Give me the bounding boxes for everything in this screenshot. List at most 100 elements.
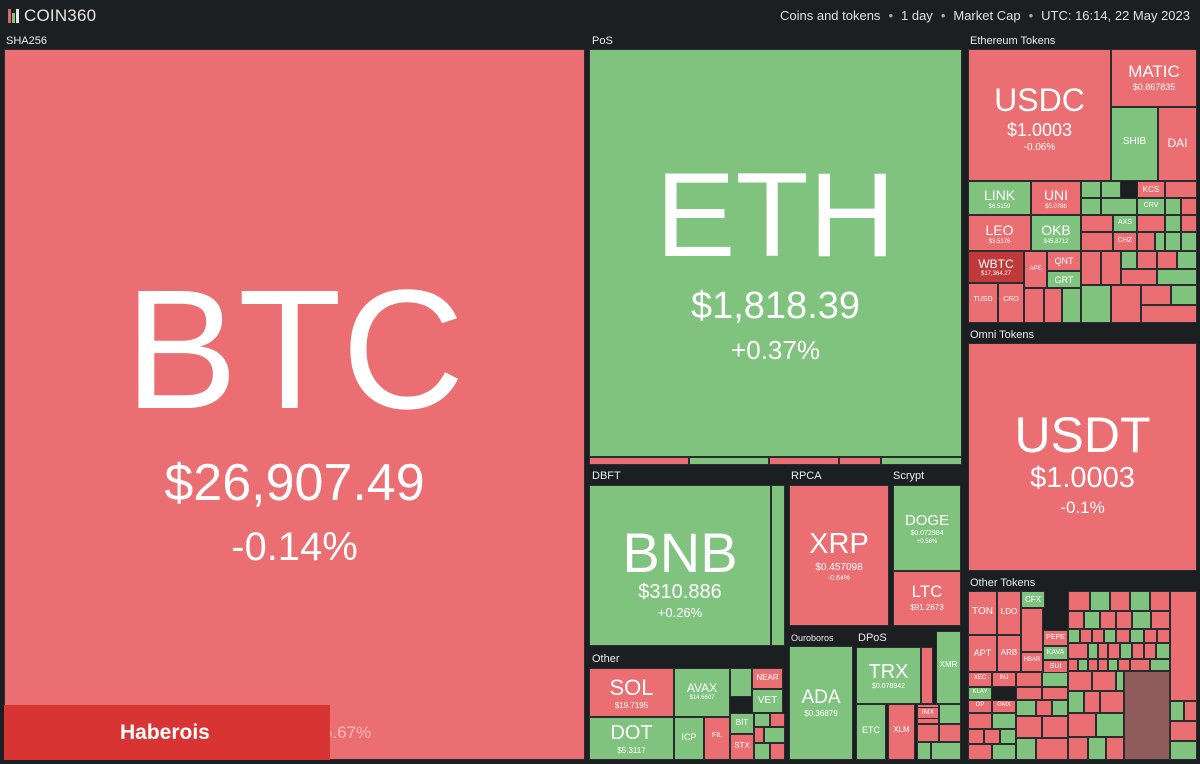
tile-dai[interactable]: DAI <box>1158 107 1197 181</box>
tile-kcs[interactable]: KCS <box>1137 181 1165 198</box>
coin-symbol: HBAR <box>1023 657 1041 663</box>
tile-ltc[interactable]: LTC $91.2673 <box>893 571 961 626</box>
tile-eth[interactable]: ETH $1,818.39 +0.37% <box>589 49 962 457</box>
tile-inj[interactable]: INJ <box>992 672 1016 687</box>
tile-dot[interactable]: DOT $5.3117 <box>589 717 674 760</box>
coin-symbol: STX <box>734 741 750 750</box>
coin-price: $91.2673 <box>910 603 944 612</box>
tile-tusd[interactable]: TUSD <box>968 283 998 323</box>
small-tile[interactable] <box>689 457 769 465</box>
small-tile[interactable] <box>769 457 839 465</box>
tile-ldo[interactable]: LDO <box>997 591 1021 635</box>
small-tile[interactable] <box>839 457 881 465</box>
tile-arb[interactable]: ARB <box>997 635 1021 672</box>
filter-period[interactable]: 1 day <box>901 8 933 23</box>
tile-leo[interactable]: LEO $3.5176 <box>968 215 1031 251</box>
coin-price: $5.0786 <box>1045 204 1067 210</box>
section-other-tokens: Other Tokens <box>970 577 1036 589</box>
tile-usdc[interactable]: USDC $1.0003 -0.06% <box>968 49 1111 181</box>
tile-bit[interactable]: BIT <box>730 713 754 734</box>
other-tokens-mosaic-3 <box>968 713 1016 760</box>
filter-metric[interactable]: Market Cap <box>953 8 1021 23</box>
coin-symbol: OKB <box>1041 222 1071 238</box>
tile-stx[interactable]: STX <box>730 734 754 760</box>
tile-trx[interactable]: TRX $0.078942 <box>856 647 921 704</box>
filter-bar: Coins and tokens • 1 day • Market Cap • … <box>780 8 1190 23</box>
tile-xmr[interactable]: XMR <box>936 631 961 704</box>
coin-symbol: CHZ <box>1117 237 1133 244</box>
small-tile[interactable] <box>1170 591 1197 701</box>
coin-symbol: APE <box>1029 266 1042 272</box>
tile-gmx[interactable]: GMX <box>992 700 1016 713</box>
tile-btc[interactable]: BTC $26,907.49 -0.14% <box>4 49 585 760</box>
tile-vet[interactable]: VET <box>752 689 783 713</box>
tile-kava[interactable]: KAVA <box>1043 646 1068 660</box>
tile-shib[interactable]: SHIB <box>1111 107 1158 181</box>
tile-hbar[interactable]: HBAR <box>1021 652 1043 672</box>
coin360-logo-icon <box>8 9 20 23</box>
tile-icp[interactable]: ICP <box>674 717 704 760</box>
tile-chz[interactable]: CHZ <box>1113 232 1137 251</box>
tile-bnb[interactable]: BNB $310.886 +0.26% <box>589 485 771 646</box>
tile-op[interactable]: OP <box>968 700 992 713</box>
coin-symbol: ICP <box>681 732 697 742</box>
coin-price: $1.0003 <box>1006 120 1073 140</box>
coin-symbol: LDO <box>1000 607 1018 616</box>
coin-change: +0.37% <box>731 335 820 365</box>
tile-cfx[interactable]: CFX <box>1021 591 1045 608</box>
tile-klay[interactable]: KLAY <box>968 687 992 700</box>
tile-xrp[interactable]: XRP $0.457098 -0.64% <box>789 485 889 626</box>
small-tile[interactable] <box>881 457 962 465</box>
small-tile[interactable] <box>1021 608 1043 652</box>
tile-matic[interactable]: MATIC $0.867835 <box>1111 49 1197 107</box>
tile-ape[interactable]: APE <box>1024 251 1047 288</box>
coin360-logo[interactable]: COIN360 <box>8 6 96 25</box>
tile-link[interactable]: LINK $6.5159 <box>968 181 1031 215</box>
coin-symbol: LEO <box>985 222 1014 238</box>
tile-apt[interactable]: APT <box>968 635 997 672</box>
coin-symbol: PEPE <box>1046 634 1065 641</box>
tile-imx[interactable]: IMX <box>917 707 939 719</box>
tile-sol[interactable]: SOL $19.7195 <box>589 668 674 717</box>
tile-grt[interactable]: GRT <box>1047 271 1081 288</box>
section-sha256: SHA256 <box>6 35 47 47</box>
tile-etc[interactable]: ETC <box>856 704 886 760</box>
coin-price: $0.867835 <box>1132 82 1176 92</box>
tile-axs[interactable]: AXS <box>1113 215 1137 232</box>
tile-avax[interactable]: AVAX $14.6607 <box>674 668 730 717</box>
tile-pepe[interactable]: PEPE <box>1043 630 1068 646</box>
tile-okb[interactable]: OKB $45.8712 <box>1031 215 1081 251</box>
tile-xec[interactable]: XEC <box>968 672 992 687</box>
other-tokens-mosaic-4 <box>1170 701 1197 760</box>
tile-uni[interactable]: UNI $5.0786 <box>1031 181 1081 215</box>
coin-price: $0.36879 <box>804 709 838 718</box>
filter-coins[interactable]: Coins and tokens <box>779 8 881 23</box>
section-dbft: DBFT <box>592 470 621 482</box>
tile-fil[interactable]: FIL <box>704 717 730 760</box>
tile-wbtc[interactable]: WBTC $17,364.27 <box>968 251 1024 283</box>
coin-symbol: KAVA <box>1046 649 1065 656</box>
tile-ada[interactable]: ADA $0.36879 <box>789 646 853 760</box>
tile-doge[interactable]: DOGE $0.072984 +0.56% <box>893 485 961 571</box>
tile-qnt[interactable]: QNT <box>1047 251 1081 271</box>
tile-cro[interactable]: CRO <box>998 283 1024 323</box>
coin-symbol: AVAX <box>686 681 718 695</box>
coin-symbol: UNI <box>1043 187 1069 203</box>
tile-near[interactable]: NEAR <box>752 668 783 689</box>
coin-price: $19.7195 <box>614 701 649 710</box>
tile-xlm[interactable]: XLM <box>888 704 915 760</box>
coin-symbol: ETH <box>655 148 896 282</box>
coin-symbol: XMR <box>939 660 958 669</box>
tile-ton[interactable]: TON <box>968 591 997 635</box>
coin-price: $0.072984 <box>910 530 944 537</box>
tile-crv[interactable]: CRV <box>1137 198 1165 215</box>
small-tile[interactable] <box>589 457 689 465</box>
timestamp: UTC: 16:14, 22 May 2023 <box>1041 8 1190 23</box>
tile-usdt[interactable]: USDT $1.0003 -0.1% <box>968 343 1197 571</box>
small-tile[interactable] <box>921 647 933 704</box>
small-tile[interactable] <box>771 485 785 646</box>
small-tile[interactable] <box>730 668 752 697</box>
coin-symbol: OP <box>975 702 985 708</box>
coin-symbol: DOT <box>610 722 653 744</box>
coin-symbol: VET <box>757 695 778 706</box>
